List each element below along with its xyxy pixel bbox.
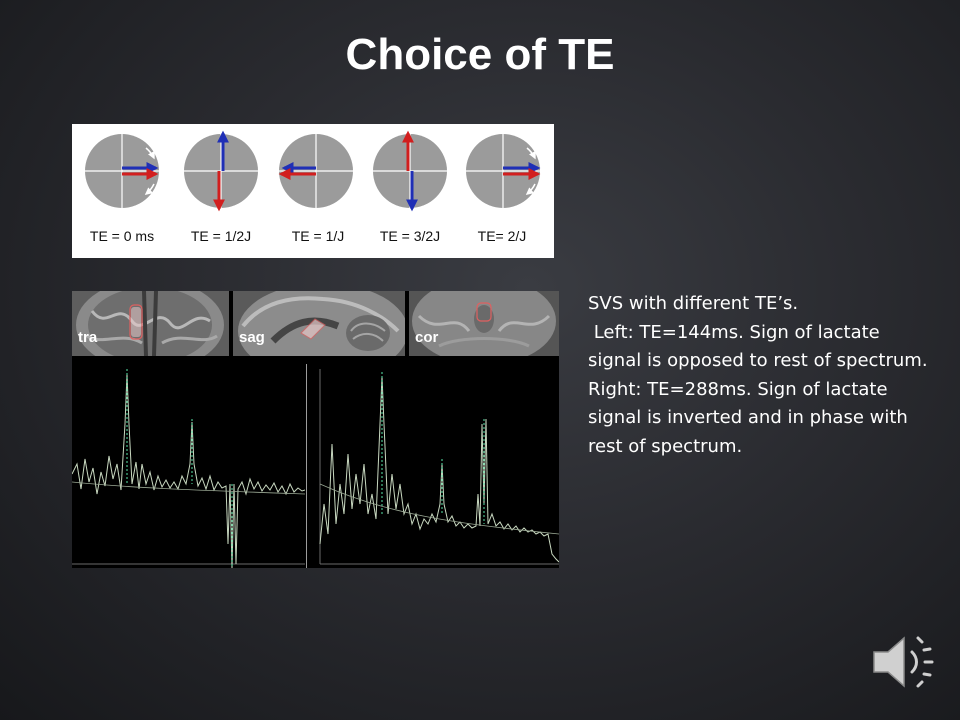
spectrum-left [71,364,306,570]
vector-circle-te-half [184,130,258,212]
mri-image-axial: tra [72,291,229,356]
vector-diagram: TE = 0 ms TE = 1/2J TE = 1/J TE = 3/2J T… [72,124,554,258]
description-line-2: Left: TE=144ms. Sign of lactate signal i… [588,321,928,372]
te-label-2: TE = 1/J [292,228,345,244]
mri-image-sagittal: sag [233,291,405,356]
vector-diagram-svg: TE = 0 ms TE = 1/2J TE = 1/J TE = 3/2J T… [85,130,541,244]
vector-circle-te-two [466,134,541,208]
mri-image-coronal: cor [409,291,559,356]
mri-label-axial: tra [78,329,98,346]
vector-circle-te0 [85,134,159,208]
speaker-icon[interactable] [868,628,940,696]
description-line-3: Right: TE=288ms. Sign of lactate signal … [588,378,908,457]
mrs-figure: tra sag cor [71,291,560,570]
mri-label-sagittal: sag [239,329,265,346]
te-label-4: TE= 2/J [478,228,527,244]
te-label-3: TE = 3/2J [380,228,440,244]
spectrum-right [305,364,560,568]
te-label-0: TE = 0 ms [90,228,154,244]
vector-circle-te-one [278,134,353,208]
description-text: SVS with different TE’s. Left: TE=144ms.… [588,290,928,462]
description-line-1: SVS with different TE’s. [588,293,799,314]
vector-circle-te-three-half [373,130,447,212]
te-label-1: TE = 1/2J [191,228,251,244]
slide-title: Choice of TE [345,30,615,79]
mri-label-coronal: cor [415,329,439,346]
